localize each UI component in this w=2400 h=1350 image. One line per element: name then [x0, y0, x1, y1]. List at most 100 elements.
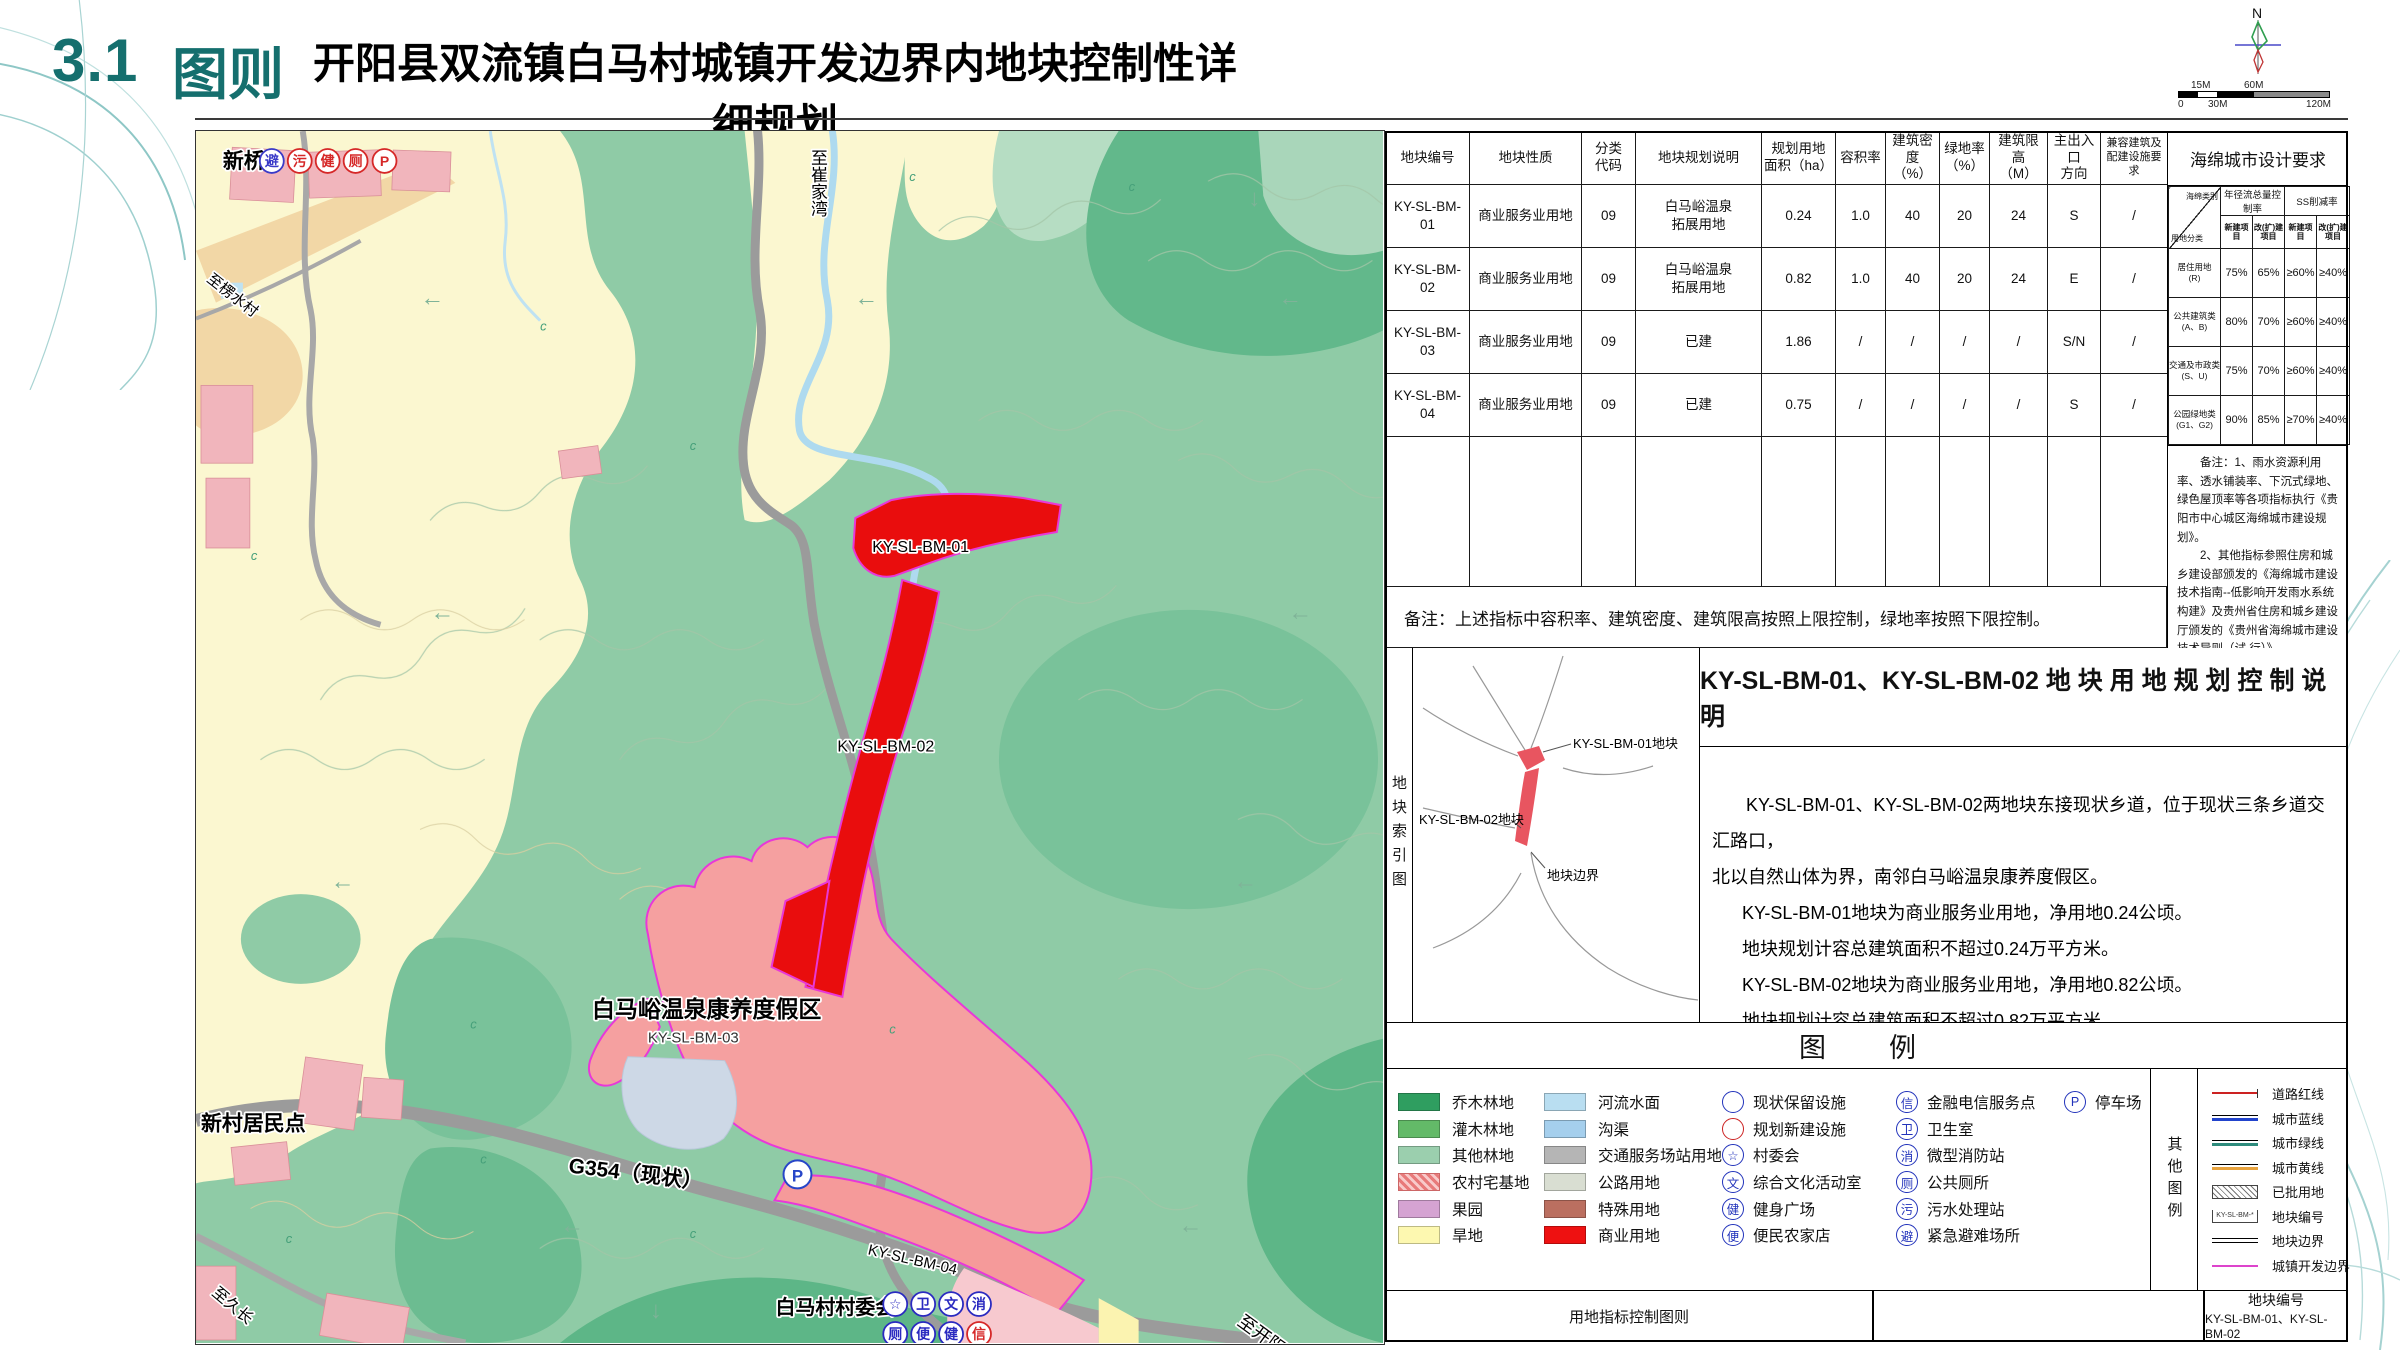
badge-committee-icon: ☆: [882, 1291, 909, 1317]
legend-label: 灌木林地: [1452, 1121, 1515, 1139]
svg-text:P: P: [792, 1166, 803, 1185]
legend-item: 健健身广场: [1722, 1195, 1862, 1222]
label-xinqiao: 新桥: [223, 149, 265, 173]
svg-text:c: c: [1129, 179, 1136, 194]
badge-sewage-icon: 污: [286, 148, 313, 174]
convenience-store-icon: 便: [1722, 1224, 1744, 1247]
cell: 90%: [2220, 395, 2253, 445]
parking-icon: P: [2064, 1091, 2086, 1114]
cell: 65%: [2251, 248, 2286, 298]
label-bm01: KY-SL-BM-01: [872, 539, 969, 556]
sponge-city-block: 海绵城市设计要求 海绵类别 用地分类 年径流总量控制率 SS削减率 新建项目 改…: [2167, 131, 2351, 655]
cell: 1.0: [1835, 184, 1886, 248]
cell: KY-SL-BM-04: [1385, 373, 1470, 437]
legend-label: 城市蓝线: [2272, 1111, 2325, 1127]
cell: S: [2047, 184, 2101, 248]
color-swatch: [1398, 1199, 1440, 1218]
compass-north-icon: N: [2235, 5, 2281, 74]
cell: /: [1989, 373, 2048, 437]
svg-text:消: 消: [972, 1296, 986, 1312]
index-label-bm02: KY-SL-BM-02地块: [1419, 812, 1524, 827]
index-label-boundary: 地块边界: [1547, 868, 1599, 883]
legend-item: 信金融电信服务点: [1896, 1089, 2036, 1116]
legend-label: 旱地: [1452, 1228, 1484, 1246]
legend-label: 商业用地: [1598, 1228, 1661, 1246]
cell: /: [2100, 247, 2168, 311]
cell: /: [1939, 310, 1990, 374]
fitness-square-icon: 健: [1722, 1197, 1744, 1220]
svg-text:←: ←: [854, 285, 878, 312]
diag-top-label: 海绵类别: [2186, 192, 2218, 201]
badge-clinic-icon: 卫: [910, 1291, 937, 1317]
sponge-title: 海绵城市设计要求: [2168, 131, 2348, 186]
label-to-cuijiawan: 至崔家湾: [808, 149, 827, 218]
xinqiao-facility-badges: 避 污 健 厕 P: [258, 148, 398, 174]
col-header: 建筑密度 （%）: [1885, 131, 1940, 185]
cell: 24: [1989, 184, 2048, 248]
index-plot-bm02: [1515, 768, 1539, 846]
sponge-row-label: 居住用地 (R): [2168, 248, 2221, 298]
legend-label: 城市绿线: [2272, 1136, 2325, 1152]
svg-text:↓: ↓: [650, 1297, 662, 1324]
sponge-table: 海绵类别 用地分类 年径流总量控制率 SS削减率 新建项目 改(扩)建项目 新建…: [2168, 186, 2351, 445]
svg-text:☆: ☆: [889, 1296, 902, 1312]
cell: 商业服务业用地: [1469, 247, 1582, 311]
city-blueline-icon: [2212, 1115, 2258, 1122]
svg-text:c: c: [540, 319, 547, 334]
legend-item: 乔木林地: [1398, 1089, 1530, 1116]
col-header: 主出入口 方向: [2047, 131, 2101, 185]
legend-label: 河流水面: [1598, 1095, 1661, 1113]
pond-area: [621, 1056, 738, 1150]
badge-fitness-icon: 健: [314, 148, 341, 174]
color-swatch: [1398, 1119, 1440, 1138]
svg-text:c: c: [251, 548, 258, 563]
control-description-body: KY-SL-BM-01、KY-SL-BM-02两地块东接现状乡道，位于现状三条乡…: [1700, 747, 2348, 1031]
cell: 09: [1581, 184, 1636, 248]
scale-label: 30M: [2208, 99, 2228, 110]
cell: 09: [1581, 373, 1636, 437]
cell: KY-SL-BM-01: [1385, 184, 1470, 248]
cell: 0.82: [1761, 247, 1836, 311]
legend-item: 城镇开发边界: [2212, 1253, 2350, 1278]
cell: /: [1835, 310, 1886, 374]
legend-item: 城市黄线: [2212, 1155, 2350, 1180]
badge-fire-icon: 消: [966, 1291, 992, 1317]
legend-label: 紧急避难场所: [1927, 1228, 2021, 1246]
svg-text:避: 避: [265, 153, 279, 169]
legend-label: 其他林地: [1452, 1148, 1515, 1166]
diag-bottom-label: 用地分类: [2171, 234, 2203, 243]
index-map: KY-SL-BM-01地块 KY-SL-BM-02地块 地块边界: [1419, 655, 1699, 1001]
map-terrain: [196, 131, 1383, 1343]
cell: 09: [1581, 247, 1636, 311]
color-swatch: [1544, 1199, 1586, 1218]
legend-label: 金融电信服务点: [1927, 1095, 2036, 1113]
cell: 0.24: [1761, 184, 1836, 248]
svg-text:c: c: [909, 169, 916, 184]
svg-text:←: ←: [420, 285, 444, 312]
col-header: 地块规划说明: [1635, 131, 1762, 185]
description-line: 北以自然山体为界，南邻白马峪温泉康养度假区。: [1712, 867, 2108, 887]
legend-item: 避紧急避难场所: [1896, 1222, 2036, 1249]
cell: 商业服务业用地: [1469, 184, 1582, 248]
legend-label: 村委会: [1753, 1148, 1800, 1166]
legend-label: 城镇开发边界: [2272, 1259, 2351, 1275]
legend-label: 微型消防站: [1927, 1148, 2005, 1166]
legend-item: 其他林地: [1398, 1142, 1530, 1169]
other-legend-items: 道路红线 城市蓝线 城市绿线 城市黄线 已批用地 KY-SL-BM-* 地块编号 …: [2198, 1069, 2350, 1290]
legend-label: 综合文化活动室: [1753, 1175, 1862, 1193]
cell: ≥70%: [2284, 395, 2318, 445]
col-header: 容积率: [1835, 131, 1886, 185]
sponge-row-label: 公园绿地类 (G1、G2): [2168, 395, 2221, 445]
svg-text:←: ←: [560, 1212, 584, 1239]
legend-item: 地块边界: [2212, 1229, 2350, 1254]
cell: 70%: [2251, 346, 2286, 396]
cell: ≥40%: [2316, 297, 2351, 347]
control-description-title: KY-SL-BM-01、KY-SL-BM-02 地 块 用 地 规 划 控 制 …: [1700, 648, 2348, 747]
stream: [488, 131, 542, 322]
indicator-header-row: 地块编号 地块性质 分类 代码 地块规划说明 规划用地 面积（ha） 容积率 建…: [1385, 131, 2168, 185]
map-vegetation-marks: c c c c c c c c c c: [251, 169, 1136, 1246]
cell: ≥60%: [2284, 248, 2318, 298]
plot-bm01: [852, 492, 1062, 578]
cell: ≥60%: [2284, 346, 2318, 396]
